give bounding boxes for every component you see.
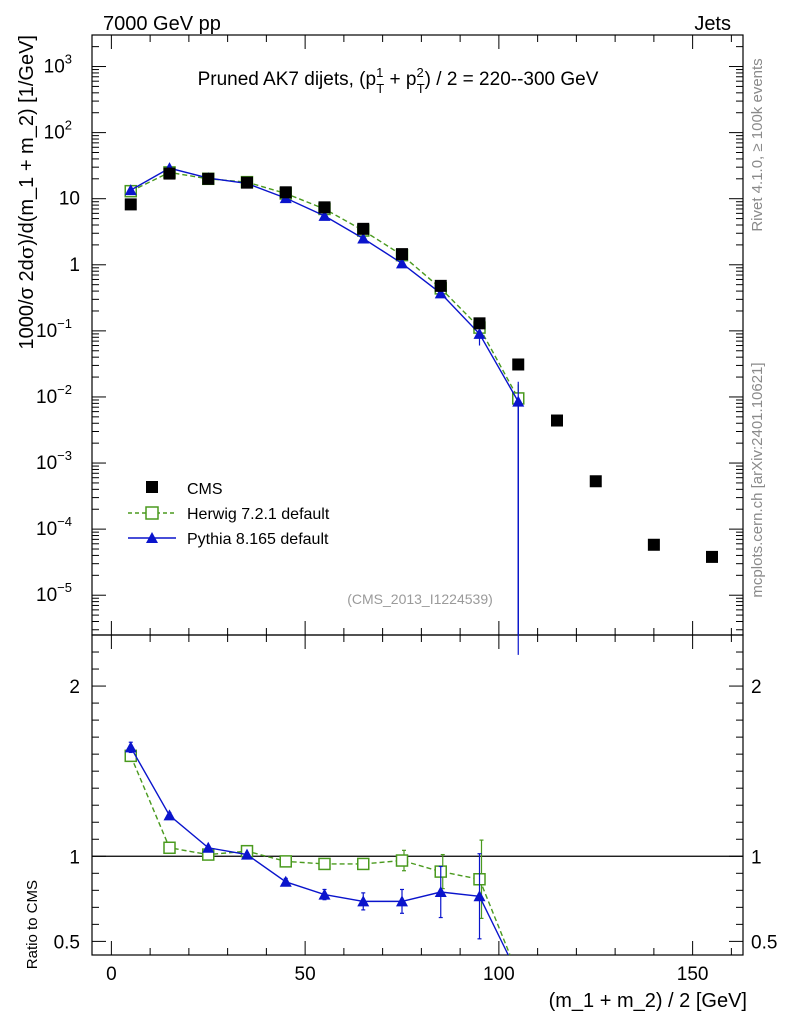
- main-point-pythia: [396, 257, 408, 269]
- ratio-point-pythia: [163, 809, 176, 821]
- ratio-ytick-label-right: 0.5: [751, 932, 777, 953]
- plot-title: Pruned AK7 dijets, (p1 T + p2 T) / 2 = 220…: [198, 65, 599, 96]
- ratio-point-pythia: [124, 741, 137, 753]
- legend-marker-pythia: [146, 532, 158, 543]
- ratio-ytick-label-right: 1: [751, 847, 762, 868]
- ratio-point-pythia: [318, 888, 331, 900]
- ratio-xtick-label: 150: [677, 964, 709, 985]
- main-point-cms: [241, 176, 253, 189]
- ratio-point-pythia: [434, 886, 447, 898]
- ratio-xlabel: (m_1 + m_2) / 2 [GeV]: [549, 990, 747, 1012]
- ratio-line-pythia: [130, 746, 480, 903]
- ratio-ylabel: Ratio to CMS: [24, 880, 41, 969]
- ratio-ytick-label: 1: [69, 847, 80, 868]
- ratio-point-pythia: [473, 890, 486, 902]
- legend-label-herwig: Herwig 7.2.1 default: [187, 506, 330, 523]
- main-point-cms: [551, 414, 563, 427]
- ratio-xtick-label: 50: [295, 964, 316, 985]
- ratio-point-herwig: [163, 841, 176, 855]
- ratio-point-herwig: [279, 855, 292, 868]
- legend-marker-herwig: [145, 506, 159, 520]
- main-point-cms: [434, 279, 447, 292]
- main-point-cms: [318, 201, 331, 214]
- main-ytick-label: 10−4: [36, 514, 72, 540]
- main-ytick-label: 103: [44, 52, 72, 78]
- main-point-pythia: [473, 327, 486, 339]
- legend: CMS Herwig 7.2.1 default Pythia 8.165 de…: [128, 481, 330, 548]
- main-point-cms: [473, 317, 486, 330]
- main-ytick-label: 10−3: [36, 448, 72, 474]
- main-ytick-label: 10−2: [36, 382, 72, 408]
- ratio-xtick-label: 0: [106, 964, 117, 985]
- jets-label: Jets: [694, 13, 731, 35]
- ratio-ytick-label: 2: [69, 677, 80, 698]
- main-point-pythia: [434, 287, 447, 299]
- ratio-point-pythia: [241, 848, 253, 860]
- legend-label-pythia: Pythia 8.165 default: [187, 531, 329, 548]
- main-ylabel: 1000/σ 2dσ)/d(m_1 + m_2) [1/GeV]: [14, 35, 38, 350]
- main-point-cms: [124, 198, 137, 211]
- main-point-cms: [279, 186, 292, 199]
- main-point-cms: [357, 222, 370, 235]
- energy-label: 7000 GeV pp: [103, 13, 221, 35]
- main-ytick-label: 10−1: [36, 316, 72, 342]
- main-point-cms: [163, 167, 176, 180]
- ratio-point-herwig: [357, 857, 370, 871]
- ratio-point-herwig: [318, 857, 331, 871]
- ratio-point-pythia: [202, 841, 215, 853]
- main-ytick-label: 10: [59, 189, 80, 210]
- ratio-ytick-label: 0.5: [54, 932, 80, 953]
- main-point-cms: [512, 358, 525, 371]
- main-ytick-label: 1: [69, 255, 80, 276]
- main-point-cms: [706, 550, 718, 563]
- ratio-plot-frame: [91, 634, 744, 956]
- analysis-id: (CMS_2013_I1224539): [347, 591, 493, 607]
- ratio-dropoff-herwig: [478, 878, 511, 956]
- main-point-cms: [396, 248, 408, 261]
- legend-label-cms: CMS: [187, 481, 223, 498]
- main-point-pythia: [318, 209, 331, 221]
- ratio-ytick-label-right: 2: [751, 677, 762, 698]
- main-point-cms: [589, 475, 602, 488]
- mcplots-label: mcplots.cern.ch [arXiv:2401.10621]: [749, 362, 766, 597]
- main-point-pythia: [512, 395, 525, 407]
- main-ytick-label: 10−5: [36, 580, 72, 606]
- rivet-label: Rivet 4.1.0, ≥ 100k events: [749, 58, 766, 231]
- ratio-point-pythia: [357, 895, 370, 907]
- main-point-pythia: [124, 184, 137, 196]
- main-ytick-label: 102: [44, 118, 72, 144]
- ratio-point-herwig: [395, 854, 409, 867]
- legend-marker-cms: [146, 481, 158, 493]
- ratio-dropoff-pythia: [478, 895, 509, 956]
- ratio-point-pythia: [396, 895, 408, 907]
- main-point-cms: [202, 172, 215, 185]
- ratio-point-pythia: [279, 875, 292, 887]
- main-point-pythia: [357, 232, 370, 244]
- ratio-xtick-label: 100: [483, 964, 515, 985]
- main-point-cms: [647, 538, 660, 551]
- ratio-line-herwig: [130, 755, 480, 880]
